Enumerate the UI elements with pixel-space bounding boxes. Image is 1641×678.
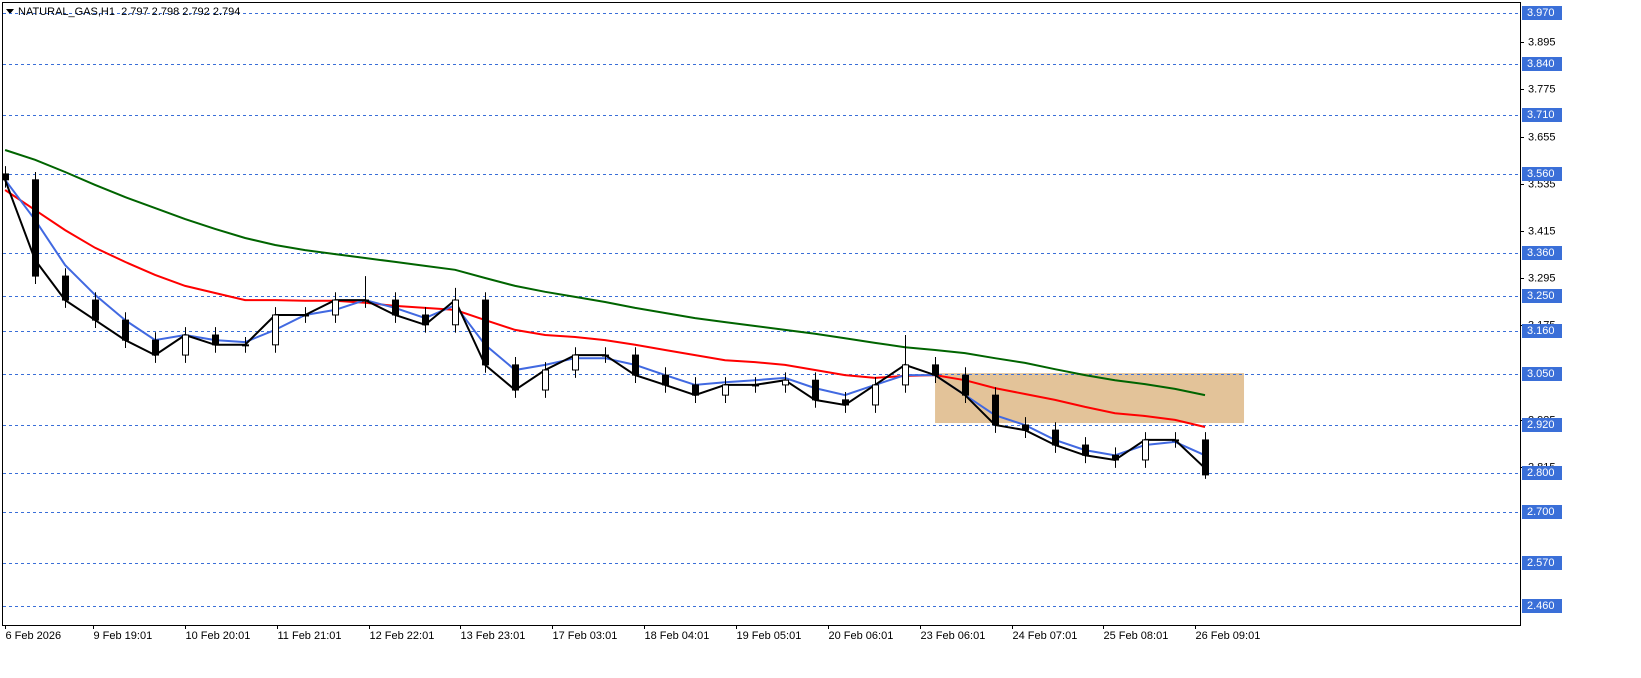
level-label-box [1522, 466, 1562, 480]
x-tick-label: 11 Feb 21:01 [278, 630, 342, 642]
candle-body [992, 394, 999, 426]
y-tick-label: 3.655 [1528, 131, 1556, 143]
candle-body [752, 384, 759, 387]
candle-body [722, 384, 729, 396]
level-label: 2.700 [1527, 506, 1555, 518]
level-label-box [1522, 556, 1562, 570]
level-label: 3.560 [1527, 168, 1555, 180]
candle-body [1202, 439, 1209, 476]
candle-body [212, 334, 219, 346]
level-label-box [1522, 324, 1562, 338]
level-label-box [1522, 367, 1562, 381]
candle-body [632, 354, 639, 376]
level-label-box [1522, 108, 1562, 122]
candle-body [1052, 429, 1059, 446]
level-label-box [1522, 505, 1562, 519]
x-tick-label: 13 Feb 23:01 [461, 630, 526, 642]
level-label: 3.050 [1527, 368, 1555, 380]
x-tick-label: 24 Feb 07:01 [1013, 630, 1078, 642]
level-label: 3.250 [1527, 290, 1555, 302]
level-label-box [1522, 418, 1562, 432]
x-tick-label: 12 Feb 22:01 [370, 630, 435, 642]
candle-body [62, 275, 69, 301]
candle-body [272, 314, 279, 346]
x-tick-label: 20 Feb 06:01 [829, 630, 894, 642]
candle-body [692, 384, 699, 396]
level-label-box [1522, 167, 1562, 181]
y-tick-label: 3.775 [1528, 83, 1556, 95]
x-tick-label: 18 Feb 04:01 [645, 630, 710, 642]
candle-body [182, 334, 189, 356]
candle-body [602, 354, 609, 357]
chart-title: NATURAL_GAS,H1 2.797 2.798 2.792 2.794 [18, 6, 240, 18]
level-label: 2.570 [1527, 557, 1555, 569]
level-label: 2.800 [1527, 467, 1555, 479]
x-tick-label: 9 Feb 19:01 [94, 630, 153, 642]
menu-triangle[interactable] [6, 9, 14, 14]
candle-body [422, 314, 429, 326]
x-tick-label: 19 Feb 05:01 [737, 630, 802, 642]
candle-body [1022, 424, 1029, 431]
x-tick-label: 17 Feb 03:01 [553, 630, 618, 642]
level-label: 3.710 [1527, 109, 1555, 121]
candle-body [932, 364, 939, 376]
x-tick-label: 6 Feb 2026 [6, 630, 62, 642]
level-label: 2.920 [1527, 419, 1555, 431]
level-label: 3.970 [1527, 7, 1555, 19]
candle-body [512, 364, 519, 391]
level-label-box [1522, 6, 1562, 20]
candle-body [242, 344, 249, 347]
candle-body [482, 299, 489, 366]
candle-body [32, 179, 39, 277]
candle-body [962, 374, 969, 396]
candle-body [302, 314, 309, 317]
y-tick-label: 3.295 [1528, 272, 1556, 284]
candle-body [452, 299, 459, 326]
candle-body [1082, 444, 1089, 456]
level-label: 2.460 [1527, 600, 1555, 612]
candle-body [1112, 454, 1119, 461]
candle-body [902, 364, 909, 386]
y-tick-label: 3.895 [1528, 36, 1556, 48]
level-label-box [1522, 289, 1562, 303]
candle-body [92, 299, 99, 321]
candle-body [662, 374, 669, 386]
x-tick-label: 25 Feb 08:01 [1104, 630, 1169, 642]
candle-body [812, 379, 819, 401]
candle-body [542, 369, 549, 391]
candle-body [1172, 439, 1179, 442]
candle-body [842, 399, 849, 406]
y-tick-label: 3.535 [1528, 178, 1556, 190]
level-label-box [1522, 57, 1562, 71]
level-label-box [1522, 599, 1562, 613]
candle-body [362, 299, 369, 302]
plot-frame [2, 2, 1521, 626]
candle-body [152, 339, 159, 356]
candle-body [2, 173, 9, 181]
candle-body [872, 384, 879, 406]
level-label-box [1522, 246, 1562, 260]
candle-body [782, 379, 789, 386]
moving-average-line [4, 189, 1206, 428]
x-tick-label: 26 Feb 09:01 [1196, 630, 1261, 642]
x-tick-label: 23 Feb 06:01 [921, 630, 986, 642]
level-label: 3.160 [1527, 325, 1555, 337]
x-tick-label: 10 Feb 20:01 [186, 630, 251, 642]
candle-body [1142, 439, 1149, 461]
candle-body [332, 299, 339, 316]
level-label: 3.360 [1527, 247, 1555, 259]
level-label: 3.840 [1527, 58, 1555, 70]
candle-body [572, 354, 579, 371]
candle-body [122, 319, 129, 341]
y-tick-label: 3.415 [1528, 225, 1556, 237]
moving-average-line [4, 149, 1206, 397]
price-zone [935, 373, 1245, 424]
candle-body [392, 299, 399, 316]
